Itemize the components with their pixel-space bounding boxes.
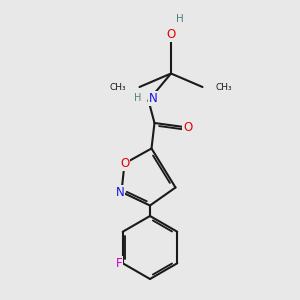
Text: O: O (120, 157, 129, 170)
Text: N: N (116, 185, 124, 199)
Text: F: F (116, 257, 122, 270)
Text: O: O (183, 121, 192, 134)
Text: H: H (176, 14, 184, 25)
Text: O: O (167, 28, 176, 41)
Text: CH₃: CH₃ (110, 82, 126, 91)
Text: N: N (148, 92, 158, 105)
Text: CH₃: CH₃ (216, 82, 232, 91)
Text: H: H (134, 93, 142, 103)
